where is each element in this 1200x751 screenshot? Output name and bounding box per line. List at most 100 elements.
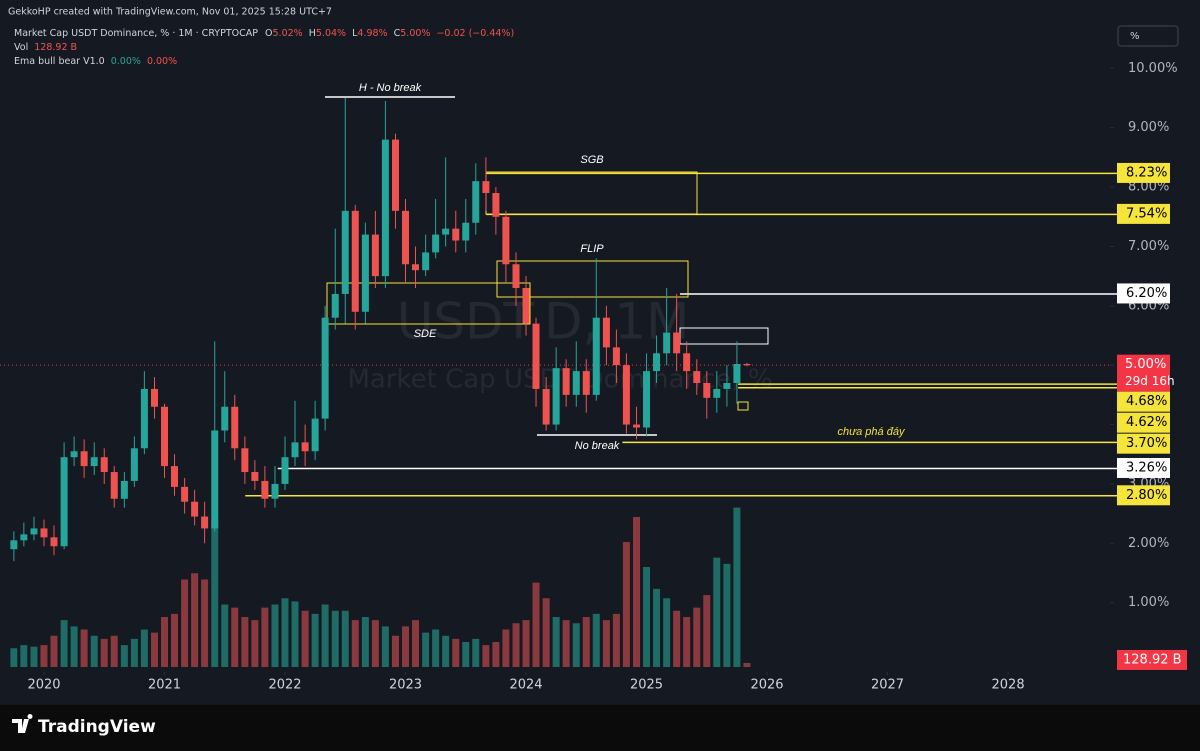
y-tick-label: 10.00% (1128, 61, 1178, 76)
volume-bar (542, 598, 550, 667)
candle-body (90, 457, 98, 467)
candle-body (512, 264, 520, 289)
chart-background (0, 0, 1200, 705)
candle-body (572, 371, 580, 395)
candle-body (201, 516, 209, 529)
credit: GekkoHP created with TradingView.com, No… (8, 7, 332, 18)
volume-bar (402, 626, 410, 667)
x-tick-label: 2028 (992, 678, 1025, 693)
scale-button[interactable] (1117, 25, 1179, 47)
candle-body (140, 388, 148, 449)
candle-body (653, 353, 661, 372)
flip-box (496, 260, 689, 298)
volume-layer (10, 507, 751, 667)
footer-bar (0, 705, 1200, 751)
indicator-value: 0.00% (111, 56, 141, 67)
volume-bar (572, 623, 580, 667)
annotation: chưa phá đáy (838, 426, 906, 438)
candle-body (602, 317, 610, 348)
candle-body (723, 382, 731, 389)
ohlc-key: C (394, 28, 401, 39)
ohlc-key: L (352, 28, 358, 39)
candle-body (271, 483, 279, 499)
y-tick-label: 2.00% (1128, 536, 1169, 551)
volume-bar (673, 610, 681, 667)
candle-body (733, 363, 741, 383)
volume-bar (512, 623, 520, 667)
y-tick-label: 1.00% (1128, 595, 1169, 610)
price-label: 5.00% (1125, 357, 1166, 372)
candle-body (402, 210, 410, 265)
candle-body (371, 234, 379, 277)
volume-bar (743, 662, 751, 667)
level-label: 8.23% (1126, 165, 1167, 180)
volume-bar (60, 620, 68, 667)
candle-body (381, 139, 389, 277)
volume-bar (663, 598, 671, 667)
volume-bar (80, 629, 88, 667)
scale-button-label[interactable]: % (1130, 31, 1140, 42)
volume-bar (643, 567, 651, 667)
level-label: 4.62% (1126, 415, 1167, 430)
volume-bar (201, 579, 209, 667)
y-tick-label: 7.00% (1128, 239, 1169, 254)
symbol-legend: Market Cap USDT Dominance, % · 1M · CRYP… (14, 28, 514, 39)
volume-bar (281, 598, 289, 667)
candle-body (351, 210, 359, 312)
candle-body (683, 353, 691, 372)
level-label-box (1117, 283, 1170, 304)
candle-body (160, 406, 168, 467)
annotation: SDE (414, 328, 437, 340)
ohlc-value: 5.02% (273, 28, 303, 39)
x-tick-label: 2027 (871, 678, 904, 693)
candle-body (311, 418, 319, 452)
x-tick-label: 2022 (268, 678, 301, 693)
candle-body (40, 528, 48, 538)
volume-bar (482, 645, 490, 667)
volume-label: 128.92 B (1123, 652, 1182, 667)
candle-body (422, 252, 430, 271)
volume-bar (412, 620, 420, 667)
level-label: 6.20% (1126, 286, 1167, 301)
candle-body (361, 234, 369, 312)
level-label-box (1117, 391, 1170, 412)
candle-body (191, 501, 199, 517)
indicator-value: 0.00% (147, 56, 177, 67)
volume-bar (241, 617, 249, 667)
x-tick-label: 2020 (27, 678, 60, 693)
volume-bar (100, 638, 108, 667)
countdown: 29d 16h (1125, 374, 1175, 388)
candle-body (211, 430, 219, 529)
candle-body (582, 371, 590, 395)
level-label-box (1117, 457, 1170, 478)
candle-body (331, 293, 339, 318)
candle-body (30, 528, 38, 535)
candle-body (120, 480, 128, 499)
volume-bar (723, 563, 731, 667)
x-tick-label: 2025 (630, 678, 663, 693)
level-label: 7.54% (1126, 206, 1167, 221)
annotation: SGB (580, 154, 603, 166)
volume-bar (371, 620, 379, 667)
volume-bar (231, 607, 239, 667)
volume-bar (351, 620, 359, 667)
volume-bar (703, 595, 711, 667)
candle-body (50, 537, 58, 547)
candle-body (392, 139, 400, 211)
candle-body (552, 368, 560, 425)
volume-bar (20, 645, 28, 667)
volume-bar (30, 646, 38, 667)
candle-body (150, 388, 158, 407)
volume-bar (713, 557, 721, 667)
volume-bar (492, 642, 500, 667)
x-tick-label: 2023 (389, 678, 422, 693)
volume-bar (733, 507, 741, 667)
candle-body (482, 181, 490, 194)
candle-body (542, 388, 550, 425)
volume-legend: Vol 128.92 B (14, 42, 77, 53)
level-label-box (1117, 485, 1170, 506)
y-tick-label: 8.00% (1128, 180, 1169, 195)
volume-bar (622, 542, 630, 667)
volume-bar (653, 588, 661, 667)
candle-body (80, 451, 88, 467)
